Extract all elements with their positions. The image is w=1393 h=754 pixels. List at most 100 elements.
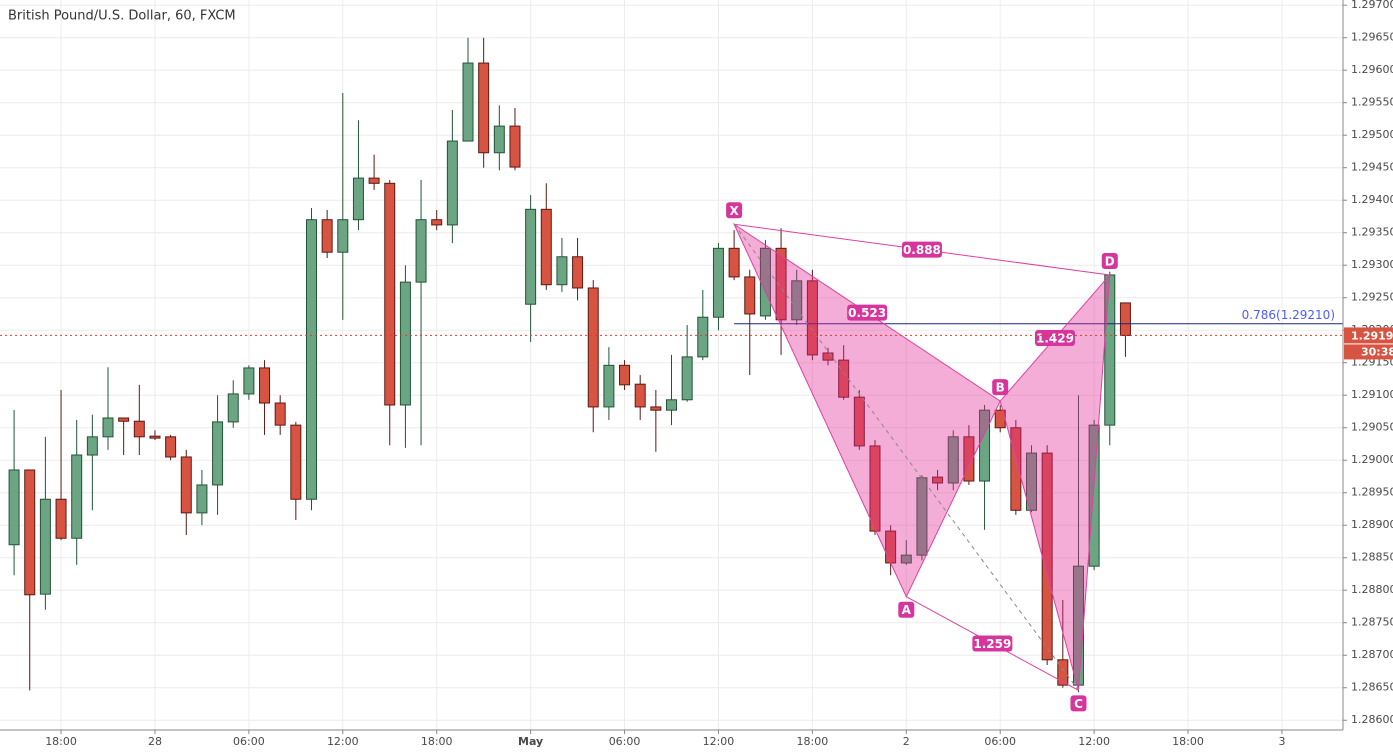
grid bbox=[0, 0, 1343, 730]
pattern-ratio-label-bg bbox=[972, 635, 1013, 652]
candle-body bbox=[24, 469, 36, 596]
pattern-ratio-label: 1.429 bbox=[1036, 332, 1074, 346]
y-tick-label: 1.29000 bbox=[1351, 453, 1393, 466]
candle-body bbox=[634, 383, 646, 408]
pattern-point-label: A bbox=[902, 603, 912, 617]
candle-body bbox=[384, 182, 396, 406]
candle-body bbox=[462, 62, 474, 142]
candle-body bbox=[431, 219, 443, 226]
pattern-ratio-label-bg bbox=[847, 304, 888, 321]
candle-body bbox=[212, 421, 224, 486]
candle-body bbox=[947, 436, 959, 484]
pattern-point-label: D bbox=[1105, 254, 1115, 268]
x-tick-label: 06:00 bbox=[233, 735, 265, 748]
pattern-point-label: C bbox=[1074, 697, 1083, 711]
candle-body bbox=[1010, 427, 1022, 511]
candle-body bbox=[39, 498, 51, 595]
candle-body bbox=[979, 409, 991, 482]
y-tick-label: 1.29400 bbox=[1351, 193, 1393, 206]
x-tick-label: 18:00 bbox=[1172, 735, 1204, 748]
candle-body bbox=[603, 364, 615, 408]
x-tick-label: 12:00 bbox=[327, 735, 359, 748]
candle-body bbox=[102, 417, 114, 438]
x-tick-label: May bbox=[518, 735, 543, 748]
y-tick-label: 1.29500 bbox=[1351, 128, 1393, 141]
candle-body bbox=[149, 435, 161, 439]
x-tick-label: 2 bbox=[903, 735, 910, 748]
y-tick-label: 1.28850 bbox=[1351, 551, 1393, 564]
candle-body bbox=[86, 436, 98, 456]
y-tick-label: 1.28750 bbox=[1351, 616, 1393, 629]
pattern-dashed-line bbox=[733, 223, 1079, 691]
chart-title: British Pound/U.S. Dollar, 60, FXCM bbox=[8, 9, 236, 24]
candle-body bbox=[806, 280, 818, 356]
pattern-point-label-bg bbox=[898, 601, 915, 618]
pattern-point-label-bg bbox=[1070, 695, 1087, 712]
candle-body bbox=[963, 436, 975, 482]
y-tick-label: 1.28800 bbox=[1351, 583, 1393, 596]
candle-body bbox=[853, 396, 865, 447]
candle-body bbox=[572, 256, 584, 289]
pattern-point-label: B bbox=[996, 381, 1005, 395]
candle-body bbox=[932, 476, 944, 484]
y-tick-label: 1.29600 bbox=[1351, 63, 1393, 76]
candle-body bbox=[55, 498, 67, 539]
axes: 1.28600 1.28650 1.28700 1.28750 1.28800 1.288… bbox=[45, 0, 1393, 748]
y-tick-label: 1.29550 bbox=[1351, 96, 1393, 109]
last-price-label: 1.29192 bbox=[1351, 329, 1393, 342]
candle-body bbox=[118, 417, 130, 422]
candle-body bbox=[775, 247, 787, 321]
candle-body bbox=[165, 436, 177, 458]
y-tick-label: 1.28700 bbox=[1351, 648, 1393, 661]
candle-body bbox=[321, 219, 333, 253]
candle-body bbox=[728, 247, 740, 278]
candle-body bbox=[822, 352, 834, 361]
pattern-point-label-bg bbox=[726, 202, 743, 219]
candle-body bbox=[525, 208, 537, 305]
pattern-point-label: X bbox=[729, 204, 739, 218]
candle-body bbox=[71, 454, 83, 539]
candle-body bbox=[446, 140, 458, 226]
candle-body bbox=[540, 208, 552, 286]
candle-body bbox=[399, 281, 411, 406]
candle-body bbox=[259, 367, 271, 404]
y-tick-label: 1.29250 bbox=[1351, 291, 1393, 304]
candle-body bbox=[666, 399, 677, 411]
pattern-ratio-label: 0.888 bbox=[903, 243, 941, 257]
x-tick-label: 06:00 bbox=[984, 735, 1016, 748]
x-tick-label: 18:00 bbox=[421, 735, 453, 748]
y-tick-label: 1.29300 bbox=[1351, 258, 1393, 271]
candle-body bbox=[1119, 302, 1131, 336]
candle-body bbox=[900, 554, 912, 564]
candle-body bbox=[650, 406, 662, 411]
y-tick-label: 1.28650 bbox=[1351, 681, 1393, 694]
countdown-label: 30:38 bbox=[1361, 345, 1393, 358]
candle-body bbox=[697, 316, 709, 358]
candle-body bbox=[337, 219, 349, 253]
plot-area bbox=[8, 37, 1131, 693]
pattern-ratio-label: 1.259 bbox=[973, 637, 1011, 651]
candle-body bbox=[352, 177, 364, 221]
x-tick-label: 12:00 bbox=[1078, 735, 1110, 748]
candle-body bbox=[869, 445, 881, 532]
candle-body bbox=[1057, 659, 1069, 686]
y-tick-label: 1.29350 bbox=[1351, 226, 1393, 239]
x-tick-label: 12:00 bbox=[703, 735, 735, 748]
candle-body bbox=[243, 367, 255, 395]
countdown-badge bbox=[1344, 344, 1393, 360]
y-tick-label: 1.29450 bbox=[1351, 161, 1393, 174]
candle-body bbox=[556, 256, 568, 286]
fib-label: 0.786(1.29210) bbox=[1242, 308, 1335, 322]
x-tick-label: 3 bbox=[1278, 735, 1285, 748]
candle-body bbox=[791, 280, 803, 321]
x-tick-label: 18:00 bbox=[45, 735, 77, 748]
candle-body bbox=[493, 125, 505, 154]
y-tick-label: 1.29050 bbox=[1351, 421, 1393, 434]
candle-body bbox=[305, 219, 317, 500]
candle-body bbox=[180, 456, 192, 514]
y-tick-label: 1.29100 bbox=[1351, 388, 1393, 401]
candle-body bbox=[368, 177, 380, 184]
candle-body bbox=[227, 393, 239, 423]
